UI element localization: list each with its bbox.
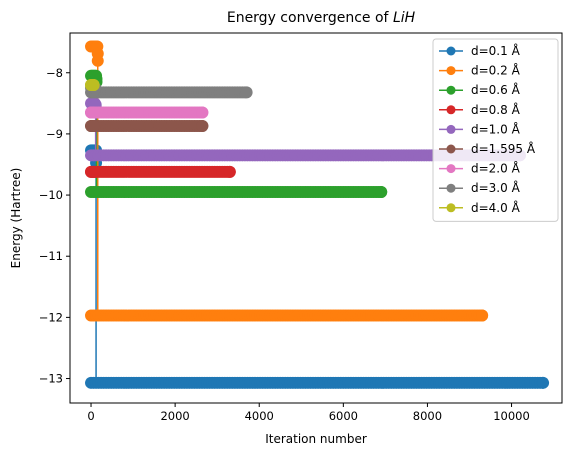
y-tick-label: −13 xyxy=(39,372,63,386)
legend-label-2: d=0.6 Å xyxy=(471,82,521,97)
x-tick-label: 0 xyxy=(87,409,94,423)
legend-marker-2 xyxy=(446,85,456,95)
axes: 0 2000 4000 6000 8000 10000 −13 −12 −11 −10 −9 −8 xyxy=(39,32,563,423)
series-jump-point-1 xyxy=(91,54,104,67)
plot-marks xyxy=(85,40,550,389)
y-tick-label: −11 xyxy=(39,249,63,263)
legend-label-6: d=2.0 Å xyxy=(471,161,521,176)
legend: d=0.1 Å d=0.2 Å d=0.6 Å d=0.8 Å d=1.0 Å d=1.5… xyxy=(432,38,559,222)
legend-marker-8 xyxy=(446,203,456,213)
series-start-point-6 xyxy=(87,106,100,119)
plot-frame xyxy=(69,32,563,404)
y-axis-label: Energy (Hartree) xyxy=(9,168,23,269)
series-6 xyxy=(85,106,209,119)
series-3 xyxy=(85,165,236,178)
legend-label-7: d=3.0 Å xyxy=(471,180,521,195)
legend-label-3: d=0.8 Å xyxy=(471,102,521,117)
legend-marker-3 xyxy=(446,105,456,115)
x-axis-label: Iteration number xyxy=(265,432,367,446)
x-tick-label: 4000 xyxy=(245,409,274,423)
legend-marker-1 xyxy=(446,66,456,76)
series-8 xyxy=(85,78,100,91)
chart-title: Energy convergence of LiH xyxy=(227,10,416,26)
x-tick-label: 6000 xyxy=(329,409,358,423)
legend-label-1: d=0.2 Å xyxy=(471,63,521,78)
legend-label-5: d=1.595 Å xyxy=(471,141,536,156)
y-tick-label: −12 xyxy=(39,310,63,324)
x-tick-label: 10000 xyxy=(493,409,530,423)
series-point-3 xyxy=(223,165,236,178)
legend-label-0: d=0.1 Å xyxy=(471,43,521,58)
legend-box xyxy=(432,38,559,222)
series-point-6 xyxy=(196,106,209,119)
series-start-point-3 xyxy=(88,165,101,178)
series-1 xyxy=(85,40,489,322)
series-7 xyxy=(85,82,253,99)
legend-marker-0 xyxy=(446,46,456,56)
y-tick-label: −9 xyxy=(46,127,63,141)
series-start-point-8 xyxy=(87,78,100,91)
series-point-5 xyxy=(196,119,209,132)
legend-label-4: d=1.0 Å xyxy=(471,121,521,136)
legend-marker-5 xyxy=(446,144,456,154)
y-tick-label: −8 xyxy=(46,66,63,80)
x-tick-label: 2000 xyxy=(160,409,189,423)
series-2 xyxy=(85,69,388,199)
series-point-0 xyxy=(537,376,550,389)
x-tick-label: 8000 xyxy=(413,409,442,423)
legend-marker-4 xyxy=(446,124,456,134)
legend-label-8: d=4.0 Å xyxy=(471,200,521,215)
legend-marker-6 xyxy=(446,164,456,174)
legend-marker-7 xyxy=(446,183,456,193)
series-point-2 xyxy=(375,186,388,199)
chart-title-formula: LiH xyxy=(393,10,416,26)
series-start-point-5 xyxy=(87,119,100,132)
series-0 xyxy=(85,144,550,389)
series-point-1 xyxy=(476,309,489,322)
series-5 xyxy=(85,119,209,132)
y-tick-label: −10 xyxy=(39,188,63,202)
series-point-7 xyxy=(240,86,253,99)
chart-title-prefix: Energy convergence of xyxy=(227,10,393,26)
